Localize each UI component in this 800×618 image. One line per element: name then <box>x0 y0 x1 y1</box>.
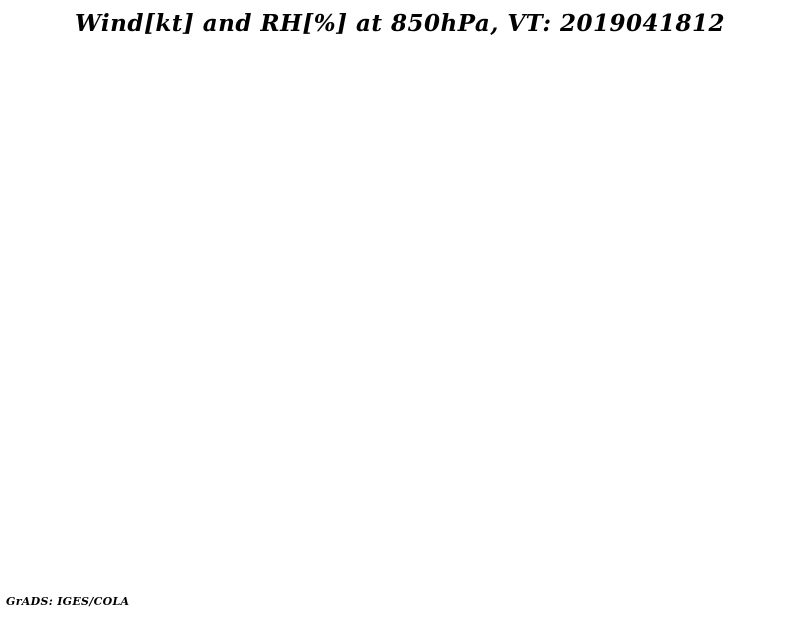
grads-credit: GrADS: IGES/COLA <box>6 595 130 608</box>
rh-shading-field <box>233 55 565 563</box>
chart-title: Wind[kt] and RH[%] at 850hPa, VT: 201904… <box>74 10 726 37</box>
